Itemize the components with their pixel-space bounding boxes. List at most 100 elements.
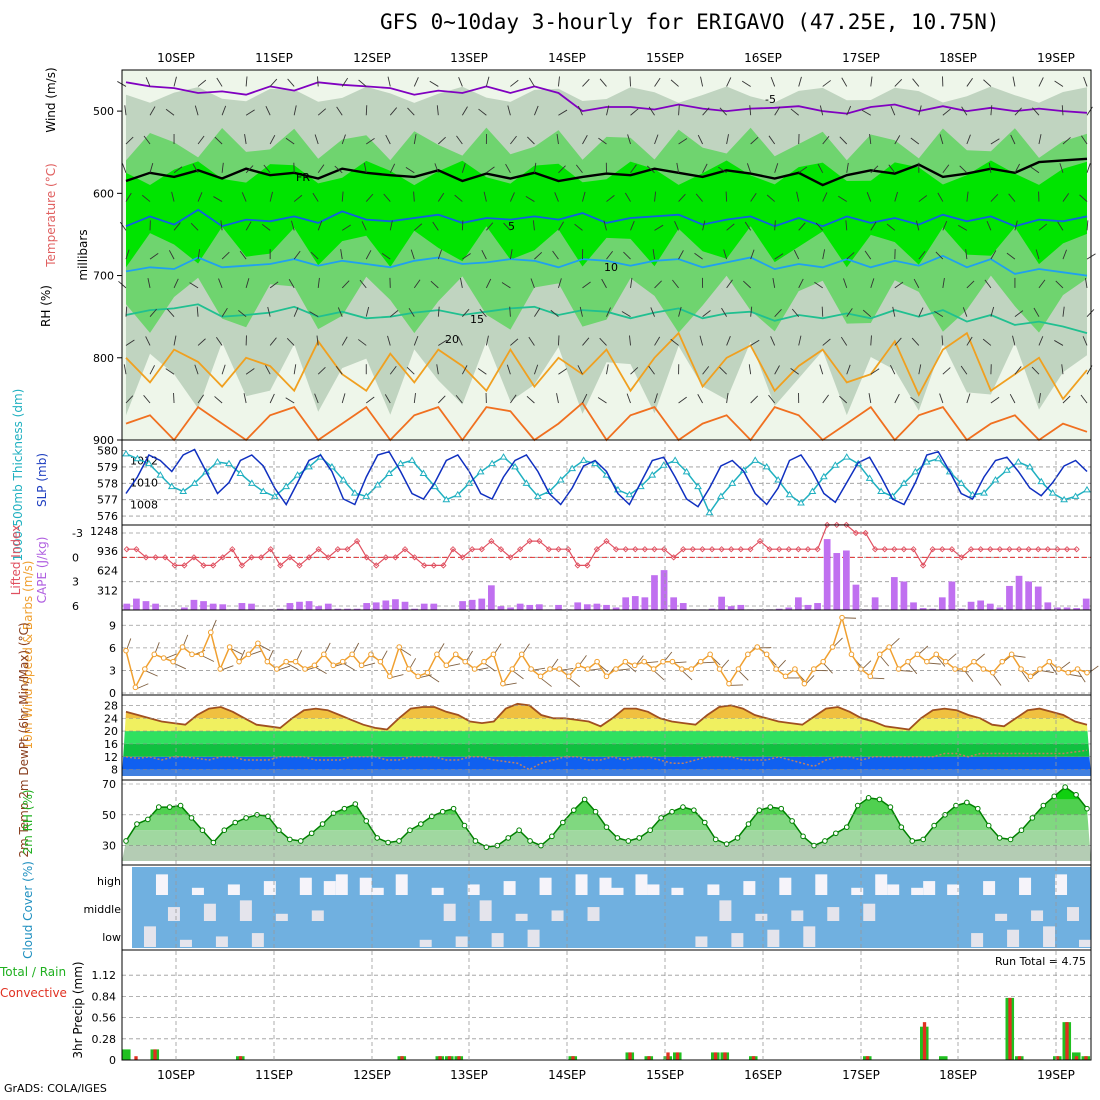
li-point (795, 546, 802, 553)
li-point (670, 554, 677, 561)
wind-barb (1030, 166, 1040, 174)
wind-barb (485, 76, 490, 87)
wind-barb (149, 308, 157, 317)
wind-barb (674, 221, 679, 231)
wind-barb (894, 135, 901, 145)
temp-area (122, 703, 1091, 776)
wind-barb (406, 366, 415, 375)
precip-conv-bar (438, 1056, 442, 1060)
li-point (152, 554, 159, 561)
cape-bar (535, 604, 543, 610)
wind-barb (894, 281, 904, 289)
cape-bar (1025, 581, 1032, 610)
legend-convective: Convective (0, 986, 67, 1000)
wind-speed-point (170, 658, 176, 665)
wind-speed-point (311, 662, 318, 669)
li-point (1063, 546, 1071, 553)
cloud-cell (203, 903, 216, 921)
wind-speed-point (1065, 669, 1071, 676)
contour-label: -5 (765, 93, 776, 106)
ytick-label: 50 (102, 809, 116, 822)
wind-barb (966, 77, 973, 87)
wind-barb (723, 249, 728, 260)
wind-barb (398, 647, 412, 656)
cape-bar (603, 604, 610, 610)
wind-speed-point (924, 658, 930, 665)
cape-bar (1034, 586, 1042, 610)
axis-label: Lifted Index (9, 525, 23, 596)
wind-barb (678, 396, 687, 404)
wind-barb (845, 220, 848, 231)
li-point (612, 546, 620, 553)
wind-barb (528, 77, 535, 87)
cloud-cell (863, 903, 876, 921)
cape-bar (430, 603, 438, 610)
wind-barb (798, 76, 802, 87)
wind-speed-point (933, 651, 940, 658)
wind-speed-point (745, 651, 751, 658)
cloud-cell (983, 881, 996, 895)
cloud-cell (1043, 926, 1056, 947)
wind-barb (389, 163, 396, 173)
wind-speed-point (584, 666, 591, 672)
cloud-cell (887, 884, 900, 895)
cape-bar (123, 603, 131, 610)
wind-barb (540, 677, 552, 687)
wind-barb (702, 310, 711, 318)
ytick-label: 28 (104, 699, 118, 712)
cloud-level-label: high (97, 875, 121, 888)
rh-point (560, 819, 566, 826)
wind-barb (1038, 279, 1046, 289)
rh-point (177, 802, 184, 809)
thickness-point (774, 476, 782, 483)
wind-barb (245, 368, 255, 375)
thickness-point (396, 459, 405, 467)
wind-barb (743, 280, 751, 289)
wind-barb (726, 134, 729, 145)
cape-bar (526, 604, 534, 610)
ytick-label: 0.28 (92, 1033, 117, 1046)
wind-barb (1054, 80, 1064, 87)
precip-conv-bar (922, 1022, 927, 1060)
contour-label: 10 (604, 261, 618, 274)
wind-barb (125, 306, 128, 317)
wind-barb (702, 220, 706, 231)
wind-barb (798, 222, 806, 231)
li-point (190, 554, 198, 561)
wind-speed-point (905, 658, 911, 665)
wind-barb (1032, 107, 1040, 116)
wind-barb (791, 308, 800, 317)
cape-bar (795, 597, 802, 610)
wind-barb (173, 76, 177, 87)
wind-barb (990, 250, 997, 260)
wind-barb (721, 307, 728, 317)
wind-barb (935, 655, 946, 667)
wind-barb (1035, 249, 1040, 260)
wind-barb (383, 193, 391, 202)
precip-conv-bar (628, 1052, 632, 1060)
thickness-point (648, 471, 657, 478)
cape-bar (181, 607, 188, 610)
wind-barb (172, 662, 186, 670)
precip-conv-bar (1065, 1022, 1069, 1060)
thickness-point (247, 479, 256, 486)
wind-speed-point (132, 684, 139, 691)
wind-barb (815, 222, 824, 231)
wind-barb (653, 670, 665, 681)
thickness-point (568, 464, 577, 472)
wind-barb (221, 105, 227, 116)
wind-barb (678, 105, 680, 116)
thickness-point (122, 449, 130, 457)
precip-conv-bar (134, 1056, 138, 1060)
wind-barb (774, 220, 776, 231)
wind-barb (483, 662, 496, 672)
thickness-point (934, 454, 943, 462)
wind-speed-point (245, 651, 252, 658)
cloud-cell (599, 877, 612, 895)
cloud-cell (491, 933, 504, 947)
cape-bar (133, 598, 140, 610)
wind-speed-point (876, 651, 883, 658)
wind-barb (598, 137, 607, 145)
rh-point (472, 838, 479, 844)
wind-barb (918, 364, 922, 375)
